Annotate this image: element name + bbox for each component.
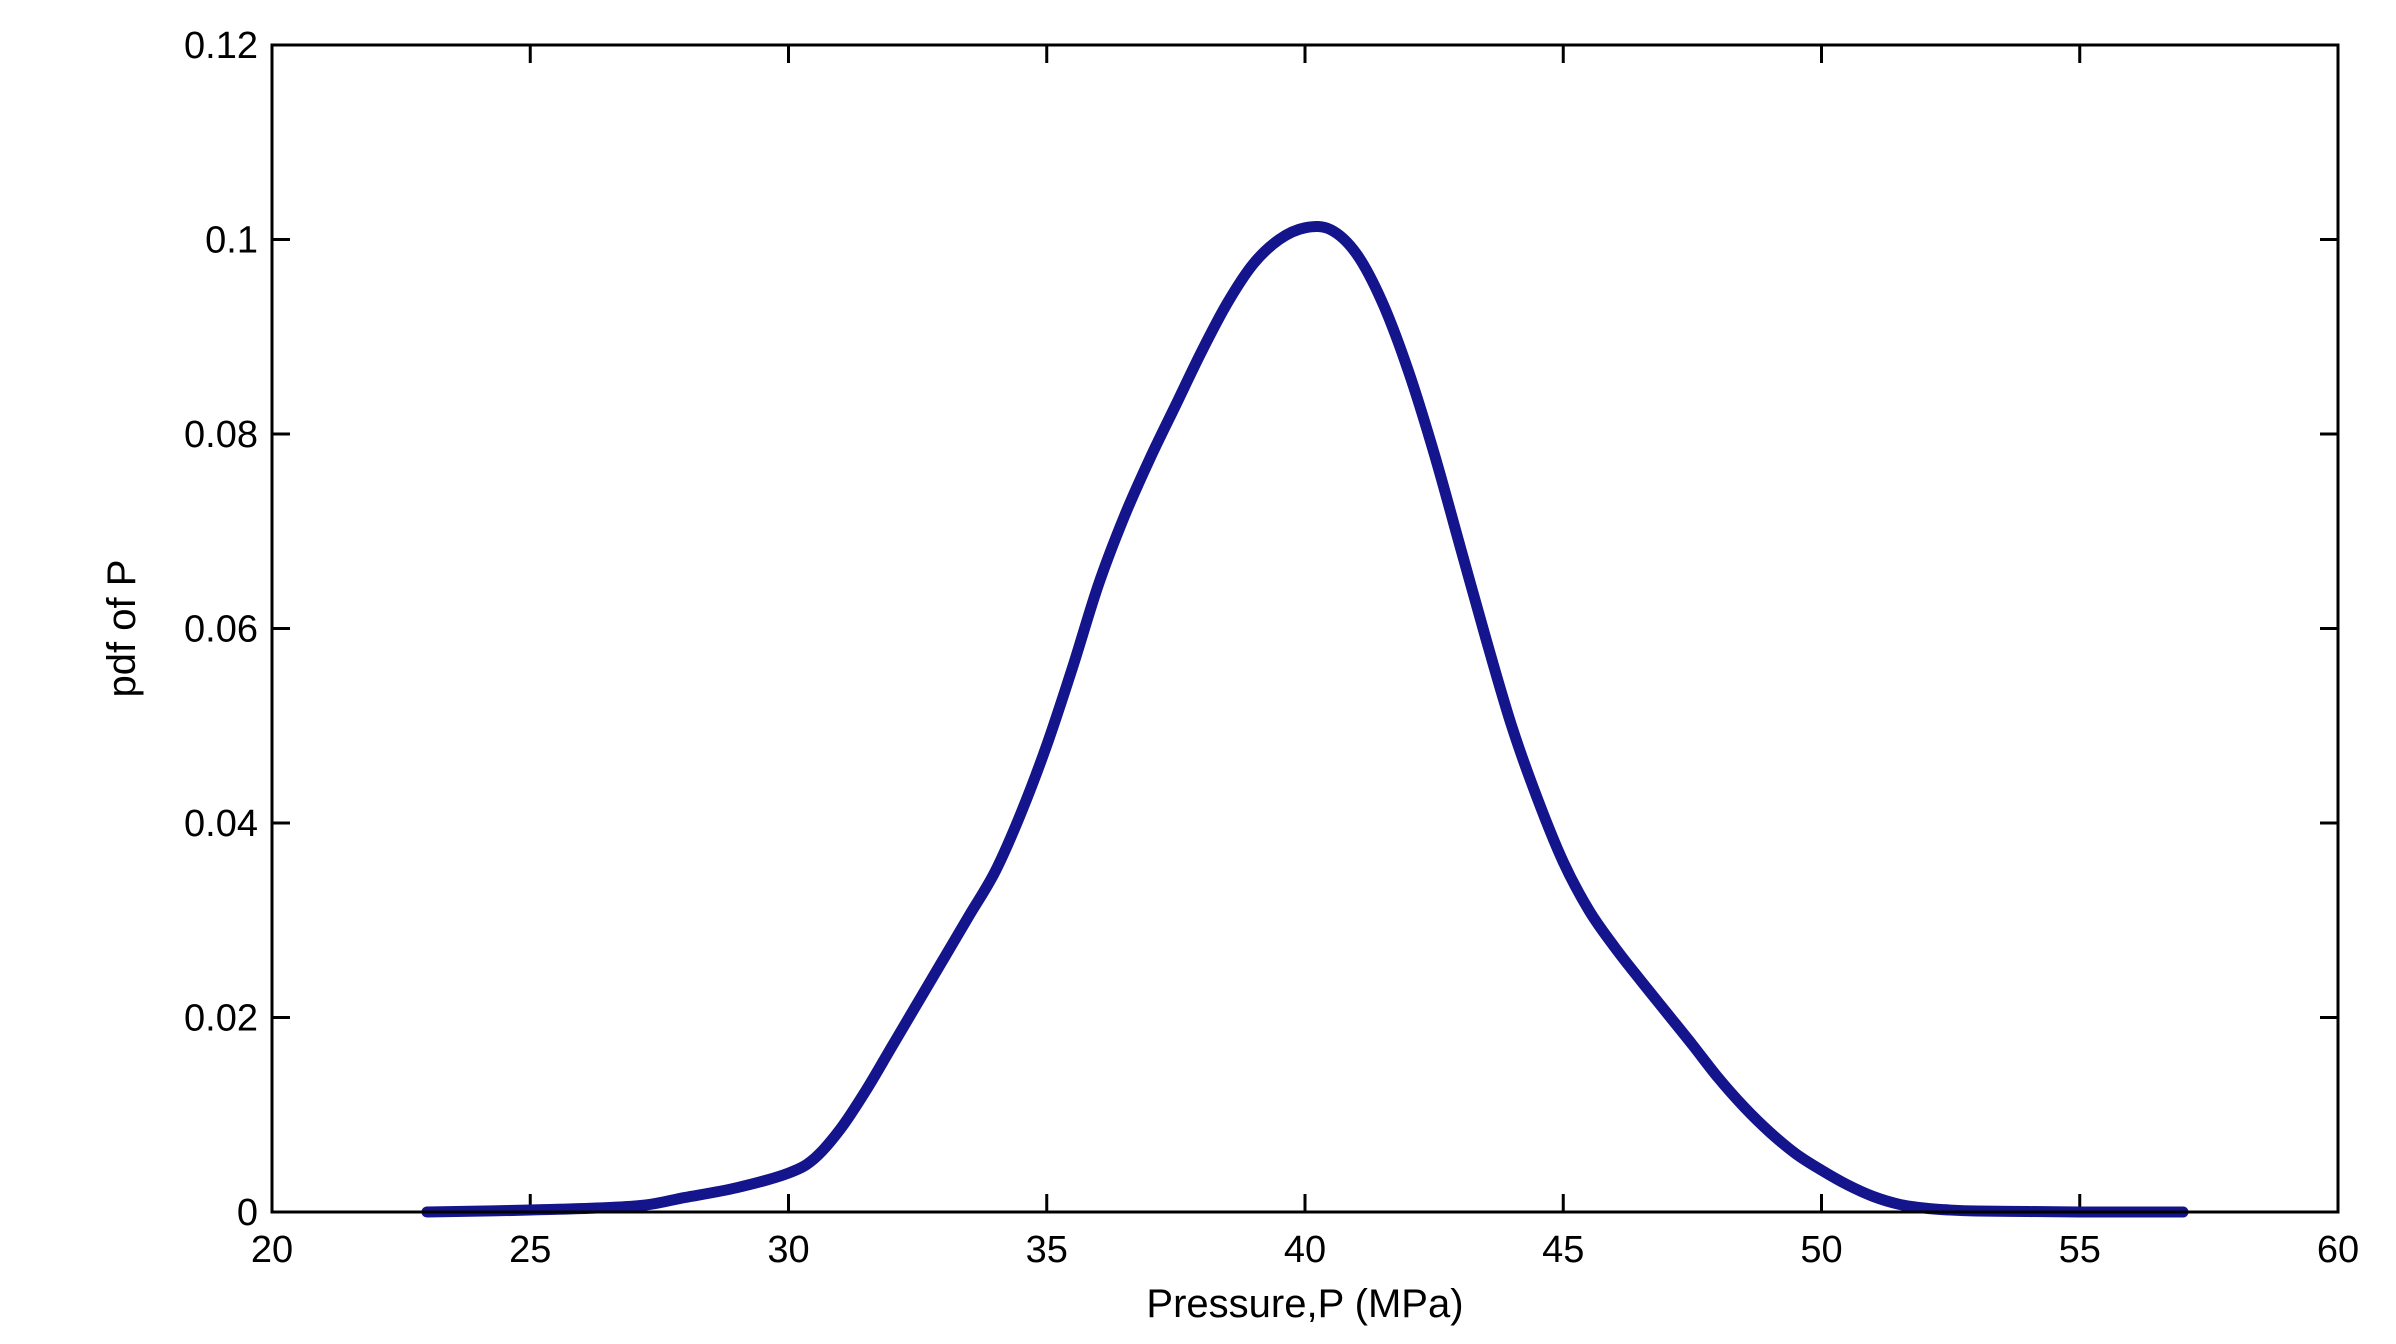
x-tick-label: 30	[767, 1229, 809, 1271]
x-tick-label: 35	[1026, 1229, 1068, 1271]
y-tick-label: 0.12	[184, 25, 258, 67]
y-tick-label: 0.02	[184, 998, 258, 1040]
x-tick-label: 50	[1800, 1229, 1842, 1271]
x-tick-label: 20	[251, 1229, 293, 1271]
x-axis-title: Pressure,P (MPa)	[1146, 1282, 1463, 1326]
x-tick-label: 40	[1284, 1229, 1326, 1271]
y-tick-label: 0.1	[205, 220, 258, 262]
x-tick-label: 45	[1542, 1229, 1584, 1271]
y-axis-title: pdf of P	[100, 560, 144, 698]
y-axis-tick-labels: 0 0.02 0.04 0.06 0.08 0.1 0.12	[184, 25, 258, 1234]
y-tick-label: 0.04	[184, 803, 258, 845]
y-tick-label: 0	[237, 1192, 258, 1234]
x-axis-tick-labels: 20 25 30 35 40 45 50 55 60	[251, 1229, 2359, 1271]
series-layer	[421, 221, 2189, 1218]
y-tick-label: 0.06	[184, 609, 258, 651]
y-axis-ticks	[272, 43, 2338, 1214]
y-tick-label: 0.08	[184, 414, 258, 456]
series-line	[421, 221, 2189, 1218]
plot-frame	[270, 43, 2340, 1214]
x-tick-label: 55	[2059, 1229, 2101, 1271]
x-axis-ticks	[270, 45, 2340, 1212]
x-tick-label: 60	[2317, 1229, 2359, 1271]
x-tick-label: 25	[509, 1229, 551, 1271]
